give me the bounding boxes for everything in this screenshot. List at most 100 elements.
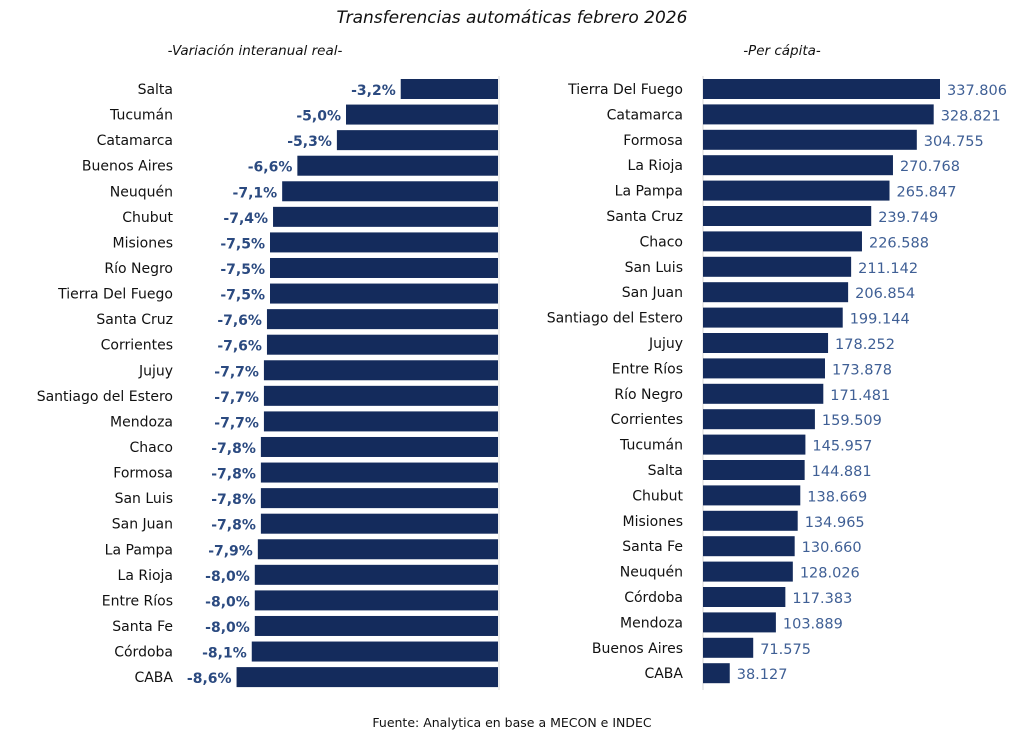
right-category-label: Santa Cruz [606,209,683,225]
left-category-label: CABA [134,670,173,686]
right-chart: Tierra Del Fuego 337.806 Catamarca 328.821 F… [547,76,1007,690]
left-category-label: Córdoba [114,645,173,661]
right-bar [703,409,815,430]
right-value-label: 270.768 [900,159,960,175]
right-value-label: 71.575 [760,642,811,658]
right-value-label: 304.755 [924,134,984,150]
right-category-label: La Pampa [615,184,683,200]
left-value-label: -8,0% [205,620,250,636]
left-bar [270,283,498,304]
right-bar [703,612,776,633]
left-bar [273,206,498,227]
left-category-label: Neuquén [110,184,173,200]
right-bar [703,637,754,658]
right-bar [703,180,890,201]
left-category-label: Buenos Aires [82,159,173,175]
right-category-label: Chaco [640,234,684,250]
left-category-label: Chubut [122,210,173,226]
right-category-label: Mendoza [620,615,683,631]
left-category-label: Santiago del Estero [37,389,173,405]
right-bar [703,206,872,226]
left-value-label: -7,8% [211,492,256,508]
right-value-label: 328.821 [941,108,1001,124]
left-bar [263,385,498,406]
right-value-label: 130.660 [802,540,862,556]
left-bar [266,334,498,355]
right-value-label: 337.806 [947,83,1007,99]
left-category-label: Entre Ríos [102,593,173,609]
right-category-label: Entre Ríos [612,361,683,377]
source-note: Fuente: Analytica en base a MECON e INDE… [372,715,651,730]
left-bar [260,436,498,457]
right-bar [703,434,806,455]
right-category-label: Salta [648,463,683,479]
left-value-label: -7,6% [217,313,262,329]
left-value-label: -7,9% [208,543,253,559]
left-category-label: Catamarca [97,133,173,149]
left-subtitle: -Variación interanual real- [168,43,343,59]
right-value-label: 199.144 [850,312,910,328]
left-category-label: Mendoza [110,414,173,430]
left-category-label: La Rioja [118,568,173,584]
right-bar [703,155,893,176]
left-bar [266,309,498,330]
right-value-label: 38.127 [737,667,788,683]
left-bar [282,181,498,202]
right-subtitle: -Per cápita- [743,43,821,59]
left-category-label: Chaco [130,440,174,456]
right-category-label: CABA [644,666,683,682]
right-bar [703,307,843,328]
right-category-label: Catamarca [607,107,683,123]
right-value-label: 265.847 [897,185,957,201]
left-value-label: -8,1% [202,646,247,662]
left-bar [400,79,498,99]
right-value-label: 211.142 [858,261,918,277]
left-bar [260,462,498,483]
left-category-label: San Juan [112,517,173,533]
right-bar [703,587,786,607]
right-bar [703,231,862,252]
left-value-label: -7,8% [211,467,256,483]
left-value-label: -6,6% [248,160,293,176]
right-category-label: Neuquén [620,565,683,581]
left-value-label: -7,5% [220,288,265,304]
left-category-label: Corrientes [101,338,173,354]
left-value-label: -7,6% [217,339,262,355]
left-bar [236,667,498,688]
left-category-label: Misiones [113,235,174,251]
left-value-label: -8,0% [205,594,250,610]
right-value-label: 226.588 [869,235,929,251]
left-bar [270,257,498,278]
left-value-label: -7,5% [220,262,265,278]
left-category-label: Santa Cruz [96,312,173,328]
right-bar [703,256,852,277]
right-value-label: 178.252 [835,337,895,353]
right-bar [703,333,829,353]
left-bar [336,130,498,151]
left-bar [254,590,498,611]
right-category-label: Santa Fe [622,539,683,555]
right-bar [703,358,825,379]
right-value-label: 239.749 [878,210,938,226]
left-value-label: -8,6% [187,671,232,687]
left-value-label: -7,8% [211,518,256,534]
left-category-label: Jujuy [138,363,173,379]
left-category-label: Salta [138,82,173,98]
right-bar [703,663,730,684]
left-category-label: Tucumán [109,108,173,124]
right-value-label: 159.509 [822,413,882,429]
right-value-label: 134.965 [805,515,865,531]
right-bar [703,79,940,99]
right-category-label: La Rioja [628,158,683,174]
left-bar [263,360,498,381]
right-bar [703,104,934,125]
right-value-label: 117.383 [792,591,852,607]
left-bar [263,411,498,432]
right-category-label: Jujuy [648,336,683,352]
right-category-label: Tucumán [619,438,683,454]
right-value-label: 171.481 [830,388,890,404]
left-category-label: Río Negro [104,261,173,277]
right-category-label: Formosa [623,133,683,149]
right-category-label: Córdoba [624,590,683,606]
